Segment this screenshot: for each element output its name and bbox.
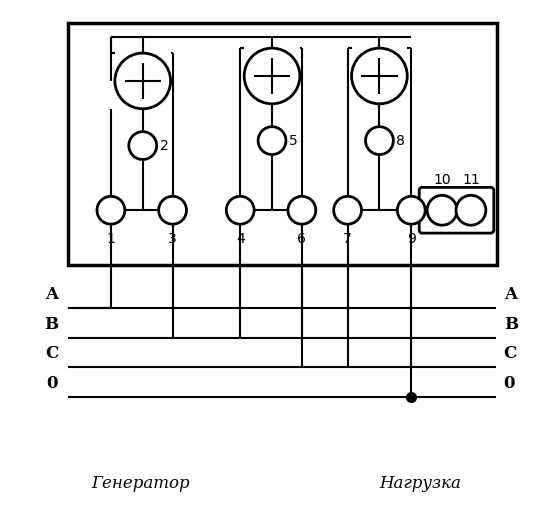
FancyBboxPatch shape	[68, 23, 497, 265]
Text: 0: 0	[504, 375, 515, 392]
Text: Генератор: Генератор	[91, 475, 190, 492]
Circle shape	[427, 195, 457, 225]
Circle shape	[365, 127, 394, 155]
Text: A: A	[45, 286, 58, 303]
Circle shape	[97, 196, 125, 224]
Text: 1: 1	[107, 232, 115, 246]
Text: 7: 7	[343, 232, 352, 246]
Text: 9: 9	[407, 232, 416, 246]
Text: C: C	[504, 345, 517, 363]
Text: A: A	[504, 286, 517, 303]
Circle shape	[397, 196, 425, 224]
Text: 3: 3	[168, 232, 177, 246]
Circle shape	[352, 48, 407, 104]
Circle shape	[456, 195, 486, 225]
Text: 4: 4	[236, 232, 245, 246]
Text: 10: 10	[433, 173, 451, 188]
Circle shape	[244, 48, 300, 104]
Text: 6: 6	[298, 232, 306, 246]
Circle shape	[158, 196, 187, 224]
Circle shape	[226, 196, 254, 224]
Text: C: C	[45, 345, 58, 363]
Text: B: B	[504, 315, 518, 333]
Text: 8: 8	[396, 134, 405, 148]
Circle shape	[129, 132, 157, 160]
Text: 5: 5	[289, 134, 298, 148]
Text: B: B	[44, 315, 58, 333]
Text: 0: 0	[47, 375, 58, 392]
Text: 2: 2	[160, 138, 168, 153]
Text: 11: 11	[462, 173, 480, 188]
Circle shape	[288, 196, 316, 224]
Circle shape	[333, 196, 362, 224]
Circle shape	[115, 53, 171, 109]
FancyBboxPatch shape	[419, 188, 494, 233]
Text: Нагрузка: Нагрузка	[379, 475, 461, 492]
Circle shape	[258, 127, 286, 155]
